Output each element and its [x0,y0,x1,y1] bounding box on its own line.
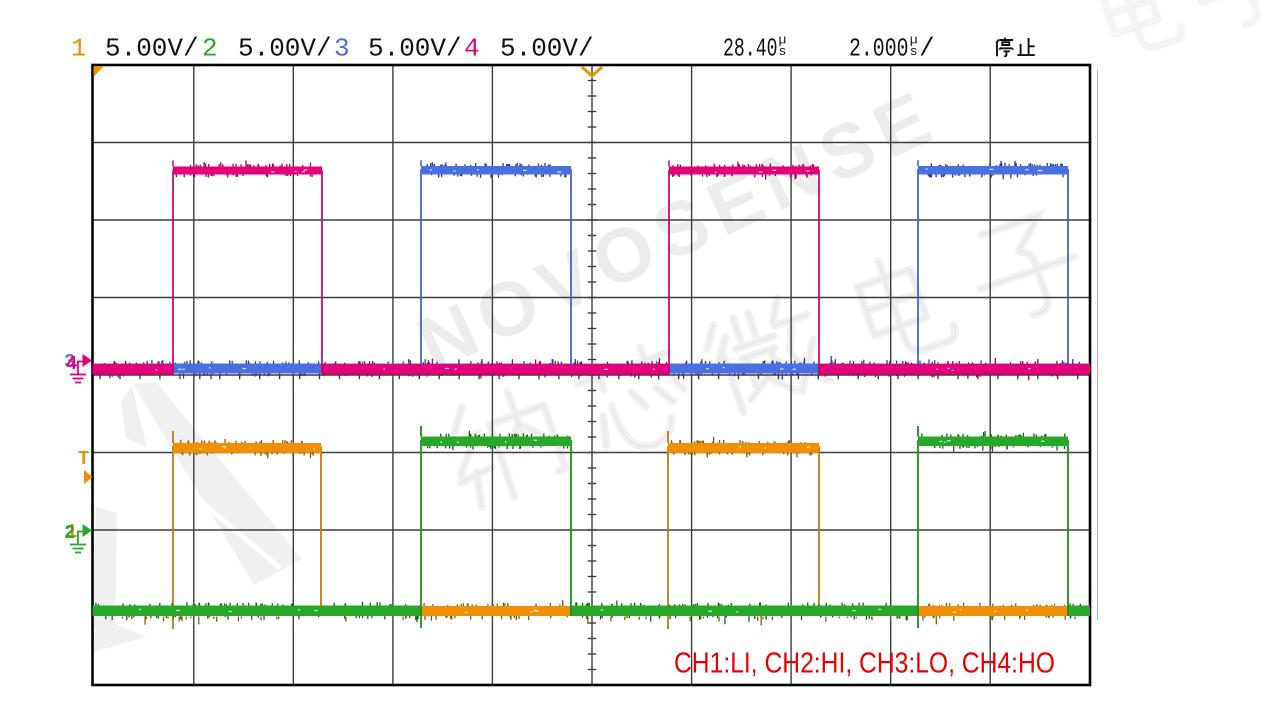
svg-text:28.40: 28.40 [723,34,778,64]
svg-text:µ: µ [779,33,787,48]
svg-text:T: T [78,448,89,470]
svg-text:5.00V/: 5.00V/ [105,34,199,64]
svg-text:2: 2 [202,34,218,64]
svg-text:/: / [919,34,935,64]
svg-text:1: 1 [71,34,87,64]
svg-text:1: 1 [66,521,77,543]
svg-text:4: 4 [464,34,480,64]
svg-text:5.00V/: 5.00V/ [368,34,462,64]
svg-text:s: s [779,44,787,59]
svg-text:2.000: 2.000 [849,34,909,64]
svg-text:2: 2 [64,522,75,544]
svg-text:CH1:LI, CH2:HI, CH3:LO, CH4:HO: CH1:LI, CH2:HI, CH3:LO, CH4:HO [674,648,1055,680]
svg-text:3: 3 [64,351,75,373]
svg-text:µ: µ [910,33,918,48]
svg-text:s: s [910,44,918,59]
svg-text:5.00V/: 5.00V/ [238,34,332,64]
svg-text:3: 3 [334,34,350,64]
svg-text:5.00V/: 5.00V/ [500,34,594,64]
svg-text:4: 4 [66,353,77,375]
